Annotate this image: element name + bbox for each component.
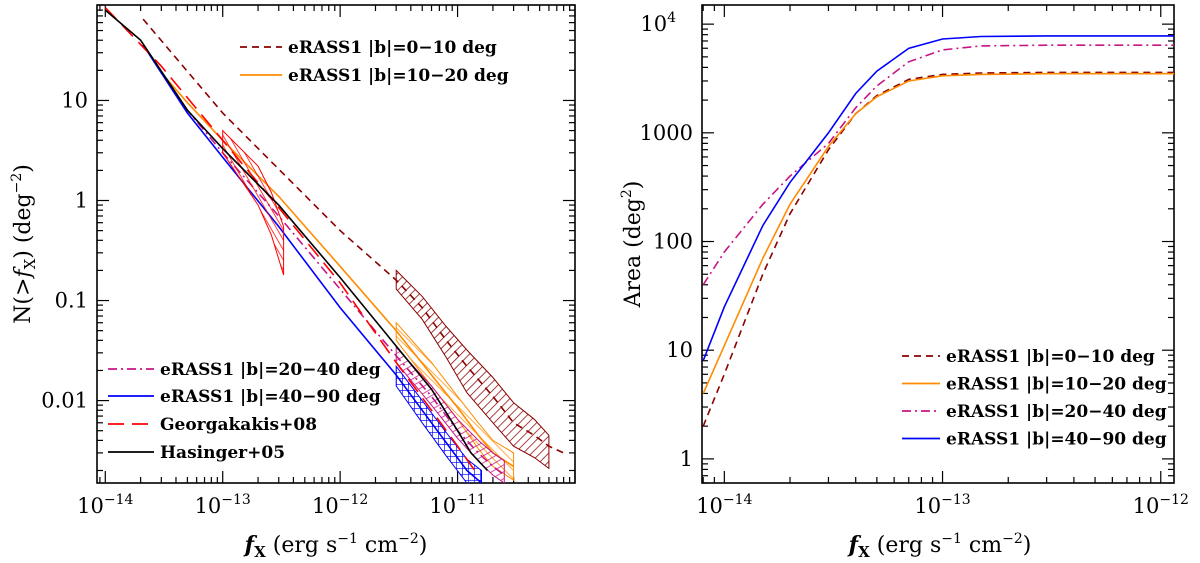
- series-line-3: [702, 35, 1174, 361]
- legend-b10-20-label: eRASS1 |b|=10−20 deg: [288, 66, 509, 86]
- legend-right-0-label: eRASS1 |b|=0−10 deg: [946, 347, 1155, 367]
- series-line-3: [142, 44, 483, 483]
- left-data-layer: [104, 6, 564, 483]
- series-line-1: [702, 72, 1174, 394]
- legend-georgakakis-label: Georgakakis+08: [160, 415, 317, 435]
- left-y-tick-label: 0.1: [55, 289, 88, 313]
- left-x-tick-label: 10−11: [429, 492, 485, 518]
- left-tick-marks: [97, 4, 576, 483]
- legend-right-3-label: eRASS1 |b|=40−90 deg: [946, 430, 1167, 450]
- left-x-tick-label: 10−14: [77, 492, 133, 518]
- left-y-tick-label: 10: [61, 88, 88, 112]
- uncertainty-band-3: [395, 364, 482, 483]
- legend-b20-40-label: eRASS1 |b|=20−40 deg: [160, 360, 381, 380]
- left-y-tick-label: 0.01: [41, 389, 88, 413]
- series-line-2: [702, 44, 1174, 286]
- uncertainty-band-2: [395, 346, 505, 483]
- series-line-5: [104, 9, 489, 472]
- left-y-axis-label: N(>fX) (deg−2): [9, 164, 39, 324]
- right-x-axis-label: fX (erg s−1 cm−2): [847, 531, 1032, 561]
- series-line-0: [142, 18, 564, 454]
- legend-b40-90-label: eRASS1 |b|=40−90 deg: [160, 387, 381, 407]
- left-panel-number-counts: 10−14 10−13 10−12 10−11 10 1 0.1 0.01 eRASS1 |b|…: [9, 4, 576, 561]
- series-line-1: [142, 44, 515, 468]
- left-x-tick-label: 10−12: [312, 492, 368, 518]
- right-y-tick-label: 1: [680, 447, 693, 471]
- series-line-2: [142, 44, 505, 476]
- left-x-axis-label: fX (erg s−1 cm−2): [243, 531, 428, 561]
- legend-right-1-label: eRASS1 |b|=10−20 deg: [946, 375, 1167, 395]
- legend-right-2-label: eRASS1 |b|=20−40 deg: [946, 402, 1167, 422]
- right-x-tick-label: 10−12: [1133, 492, 1189, 518]
- right-x-tick-label: 10−13: [914, 492, 970, 518]
- right-data-layer: [702, 35, 1174, 427]
- right-y-axis-label: Area (deg2): [619, 181, 646, 309]
- right-y-tick-label: 1000: [640, 121, 693, 145]
- right-y-tick-label: 104: [640, 10, 676, 36]
- right-y-tick-label: 10: [666, 338, 693, 362]
- legend-hasinger-label: Hasinger+05: [160, 443, 285, 463]
- right-panel-sky-area: 10−14 10−13 10−12 104 1000 100 10 1 eRASS1 |b|=0…: [619, 4, 1189, 561]
- right-plot-frame: [701, 4, 1175, 484]
- uncertainty-band-4: [222, 129, 285, 276]
- series-line-4: [104, 6, 476, 471]
- legend-b0-10-label: eRASS1 |b|=0−10 deg: [288, 38, 497, 58]
- right-tick-marks: [702, 5, 1174, 484]
- right-x-tick-label: 10−14: [696, 492, 752, 518]
- left-plot-frame: [96, 4, 576, 484]
- left-x-tick-label: 10−13: [195, 492, 251, 518]
- series-line-0: [702, 71, 1174, 427]
- right-y-tick-label: 100: [653, 230, 693, 254]
- left-y-tick-label: 1: [75, 188, 88, 212]
